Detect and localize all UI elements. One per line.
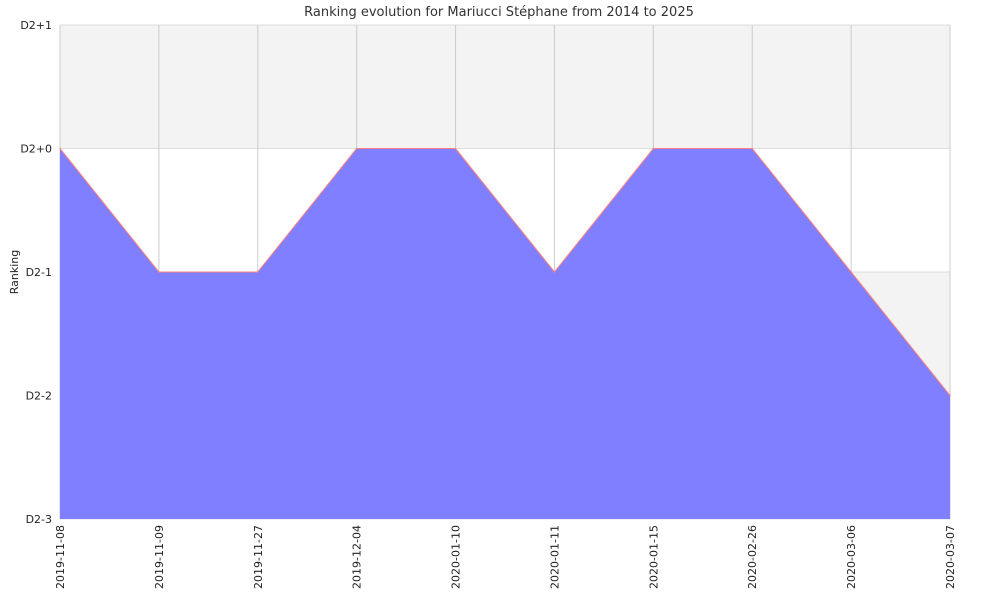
x-tick-labels: 2019-11-08 2019-11-09 2019-11-27 2019-12-04… [54, 525, 957, 589]
data-point-9 [949, 394, 951, 397]
x-tick-label-3: 2019-12-04 [351, 525, 364, 589]
x-tick-label-8: 2020-03-06 [845, 525, 858, 589]
data-point-6 [652, 147, 655, 150]
x-tick-label-9: 2020-03-07 [944, 525, 957, 589]
chart-title: Ranking evolution for Mariucci Stéphane … [304, 5, 694, 20]
x-tick-label-7: 2020-02-26 [746, 525, 759, 589]
data-point-3 [355, 147, 358, 150]
x-tick-label-0: 2019-11-08 [54, 525, 67, 589]
area-layer [59, 147, 951, 519]
x-tick-label-4: 2020-01-10 [450, 525, 463, 589]
y-tick-label-4: D2-3 [26, 513, 52, 526]
data-point-4 [454, 147, 457, 150]
x-tick-label-6: 2020-01-15 [647, 525, 660, 589]
x-tick-label-5: 2020-01-11 [548, 525, 561, 589]
y-tick-labels: D2+1 D2+0 D2-1 D2-2 D2-3 [20, 19, 52, 526]
y-tick-label-1: D2+0 [20, 143, 52, 156]
data-point-7 [751, 147, 754, 150]
band-0 [60, 25, 950, 149]
y-tick-label-3: D2-2 [26, 390, 52, 403]
data-point-8 [850, 271, 852, 273]
data-point-5 [553, 271, 556, 273]
y-tick-label-0: D2+1 [20, 19, 52, 32]
data-point-2 [256, 271, 259, 273]
y-tick-label-2: D2-1 [26, 266, 52, 279]
x-tick-label-1: 2019-11-09 [153, 525, 166, 589]
data-point-1 [158, 271, 160, 273]
data-point-0 [59, 147, 61, 150]
x-tick-label-2: 2019-11-27 [252, 525, 265, 589]
y-axis-label: Ranking [8, 250, 21, 295]
series-line [59, 148, 951, 396]
